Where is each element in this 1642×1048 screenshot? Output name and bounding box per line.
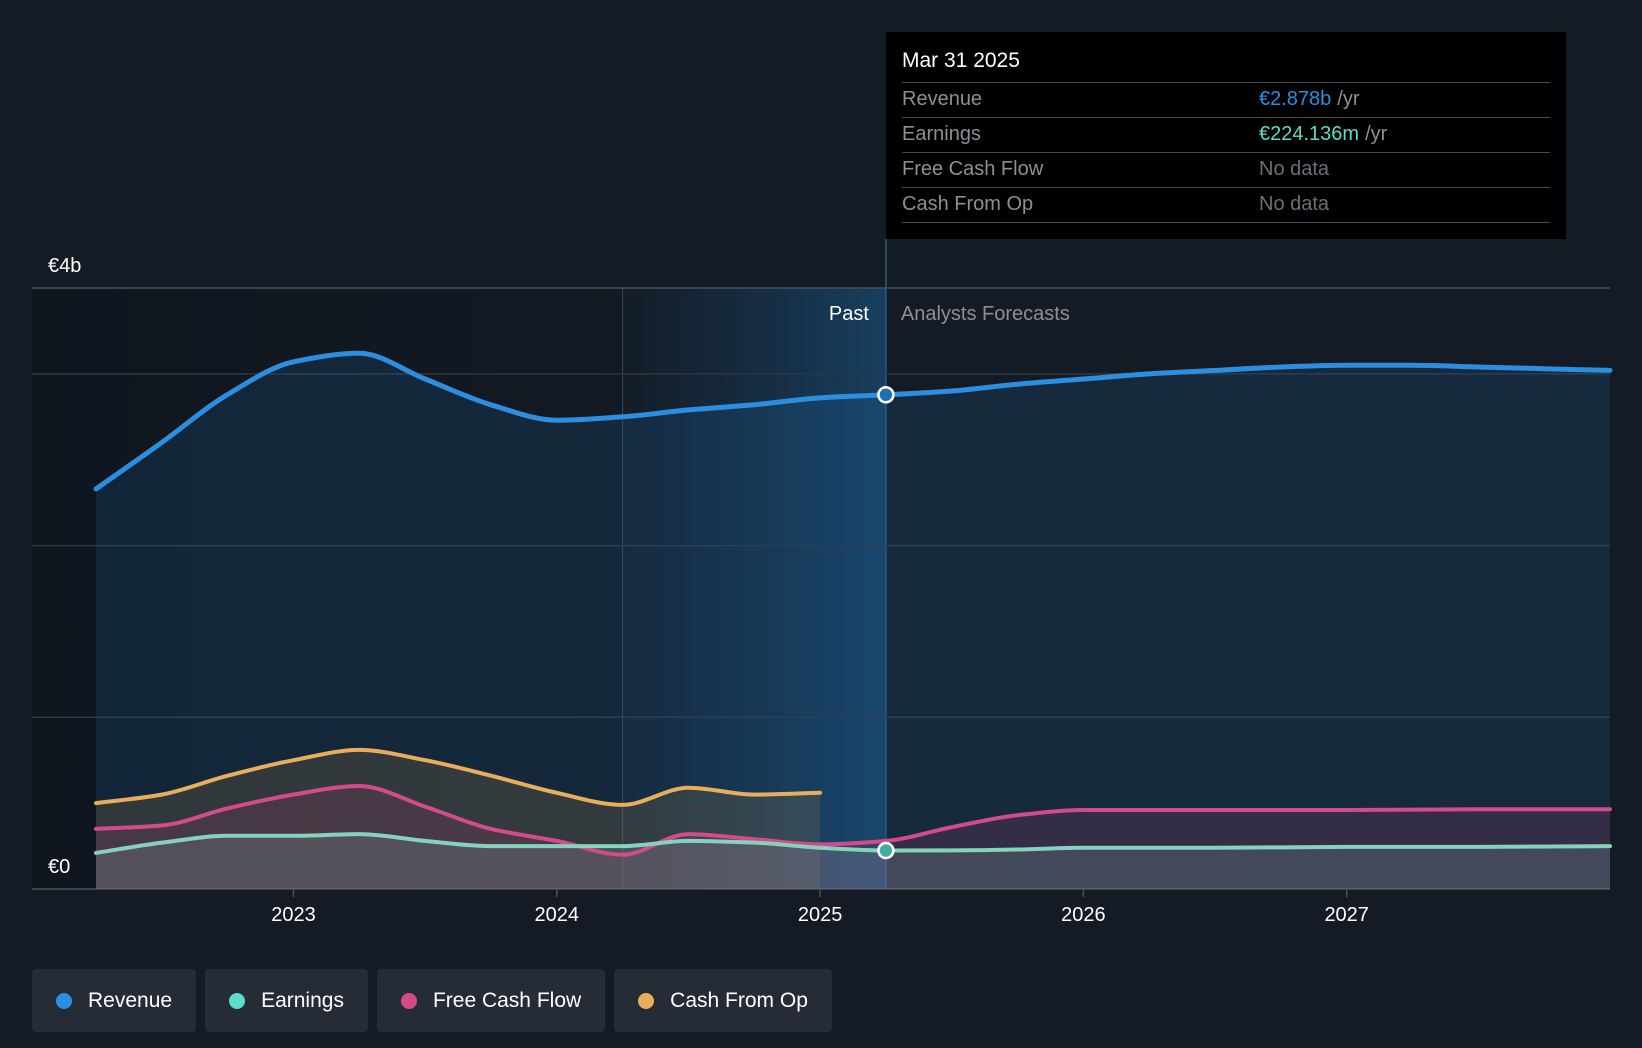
x-tick-label: 2026 (1061, 904, 1106, 926)
x-tick-label: 2024 (535, 904, 580, 926)
legend-label: Free Cash Flow (432, 988, 582, 1012)
tooltip-date: Mar 31 2025 (902, 49, 1020, 72)
y-axis-max-label: €4b (48, 255, 81, 277)
x-tick-label: 2025 (798, 904, 843, 926)
forecast-label: Analysts Forecasts (901, 303, 1070, 325)
revenue-line (93, 350, 1613, 492)
revenue-area (96, 353, 1610, 889)
revenue-selected-point (877, 386, 895, 404)
highlight-band (622, 288, 886, 889)
x-tick-label: 2027 (1324, 904, 1369, 926)
tooltip-value: €2.878b (1259, 88, 1332, 110)
tooltip-unit: /yr (1365, 123, 1388, 145)
earnings-dot-icon (229, 992, 246, 1009)
tooltip: Mar 31 2025 Revenue €2.878b /yr Earnings… (886, 32, 1566, 239)
tooltip-row-revenue: Revenue €2.878b /yr (902, 82, 1550, 117)
tooltip-value: €224.136m (1259, 123, 1360, 145)
x-tick-label: 2023 (271, 904, 316, 926)
tooltip-label: Revenue (902, 88, 983, 110)
tooltip-value: No data (1259, 158, 1330, 180)
legend-item-earnings[interactable]: Earnings (205, 969, 368, 1032)
y-axis-min-label: €0 (48, 856, 70, 878)
legend-item-revenue[interactable]: Revenue (32, 969, 197, 1032)
fcf-line (94, 784, 1612, 857)
legend-item-cash-from-op[interactable]: Cash From Op (614, 969, 832, 1032)
tooltip-value: No data (1259, 193, 1330, 215)
tooltip-row-fcf: Free Cash Flow No data (902, 152, 1550, 187)
legend-label: Cash From Op (670, 988, 808, 1012)
earnings-selected-point (877, 841, 895, 860)
revenue-dot-icon (56, 992, 72, 1009)
legend-label: Earnings (261, 988, 344, 1012)
legend-label: Revenue (88, 988, 173, 1012)
earnings-line (94, 832, 1612, 855)
past-label: Past (829, 303, 869, 325)
tooltip-unit: /yr (1337, 88, 1360, 110)
cash-from-op-dot-icon (638, 992, 655, 1009)
tooltip-row-earnings: Earnings €224.136m /yr (902, 117, 1550, 152)
tooltip-label: Earnings (902, 123, 981, 145)
free-cash-flow-dot-icon (400, 992, 417, 1009)
legend-item-free-cash-flow[interactable]: Free Cash Flow (376, 969, 606, 1032)
tooltip-label: Free Cash Flow (902, 158, 1044, 180)
tooltip-label: Cash From Op (902, 193, 1034, 215)
tooltip-row-cfo: Cash From Op No data (902, 187, 1550, 223)
legend: Revenue Earnings Free Cash Flow Cash Fro… (32, 969, 841, 1032)
cfo-line (94, 747, 823, 807)
